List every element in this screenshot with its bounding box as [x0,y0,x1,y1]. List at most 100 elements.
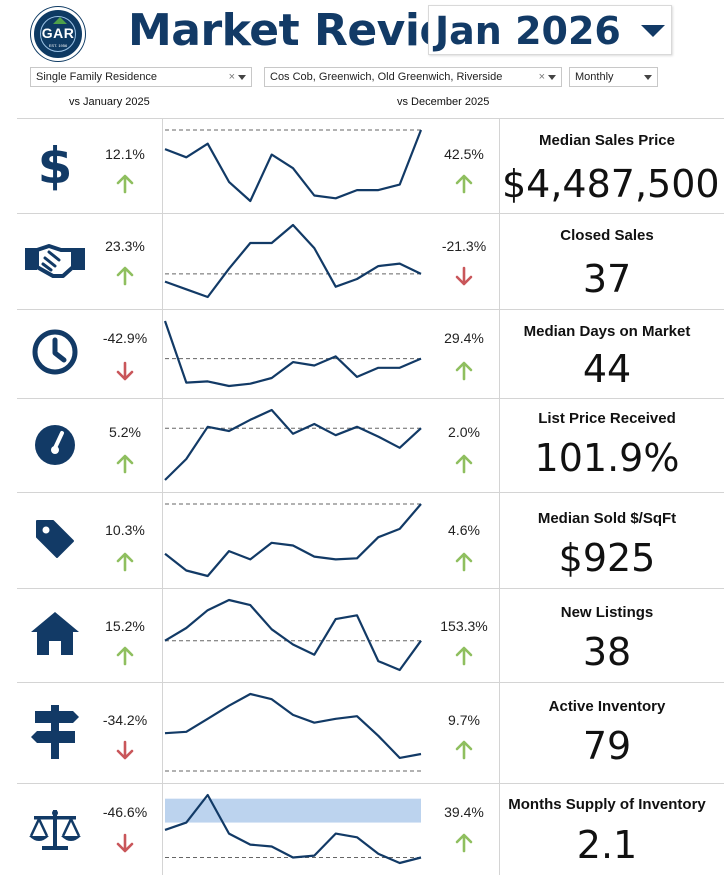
chevron-down-icon[interactable] [548,75,556,80]
mom-arrow-icon [433,174,495,199]
chevron-down-icon[interactable] [641,25,665,37]
metric-value: 79 [582,724,632,768]
metric-row: 5.2% 2.0% List Price Received 101.9% [0,398,724,492]
yoy-arrow-icon [94,174,156,199]
divider [17,309,724,310]
yoy-arrow-icon [94,361,156,386]
mom-change: 2.0% [448,424,480,440]
metric-value: 2.1 [576,823,638,867]
trend-line [164,692,422,760]
trend-sparkline [164,408,422,481]
divider [17,118,724,119]
metric-label: Closed Sales [560,227,654,244]
house-icon [20,598,90,668]
frequency-filter[interactable]: Monthly [569,67,658,87]
chevron-down-icon[interactable] [644,75,652,80]
trend-sparkline [164,692,422,772]
metric-label: Months Supply of Inventory [508,796,706,813]
divider [17,682,724,683]
clear-icon[interactable]: × [228,71,235,83]
month-comparison-label: vs December 2025 [397,96,490,108]
yoy-arrow-icon [94,552,156,577]
trend-line [164,503,422,578]
year-comparison-label: vs January 2025 [69,96,150,108]
trend-line [164,793,422,865]
trend-sparkline [164,129,423,203]
mom-arrow-icon [433,646,495,671]
metric-label: Active Inventory [548,698,666,715]
trend-sparkline [164,503,422,578]
divider [17,783,724,784]
divider [17,213,724,214]
yoy-change: 10.3% [105,522,145,538]
svg-text:$: $ [38,138,73,192]
metric-label: Median Sales Price [539,132,675,149]
yoy-change: 5.2% [109,424,141,440]
metric-value: 38 [582,630,632,674]
metric-row: 15.2% 153.3% New Listings 38 [0,588,724,682]
metric-row: -42.9% 29.4% Median Days on Market 44 [0,309,724,398]
property-type-filter[interactable]: Single Family Residence × [30,67,252,87]
area-value: Cos Cob, Greenwich, Old Greenwich, River… [270,71,503,83]
yoy-change: -34.2% [102,712,148,728]
period-value: Jan 2026 [435,9,621,53]
mom-arrow-icon [433,454,495,479]
mom-change: 153.3% [440,618,488,634]
highlight-band [165,798,421,823]
metric-value: 44 [582,347,632,391]
period-select[interactable]: Jan 2026 [428,5,672,55]
trend-line [163,320,422,388]
clear-icon[interactable]: × [538,71,545,83]
trend-line [164,223,422,299]
yoy-arrow-icon [94,646,156,671]
logo-text: GAR [41,25,75,41]
clock-icon [20,317,90,387]
metric-value: 101.9% [534,436,680,480]
metric-label: New Listings [560,604,654,621]
gar-logo: GAR EST. 1956 [31,7,85,61]
metric-value: $4,487,500 [502,162,720,206]
mom-change: 4.6% [448,522,480,538]
scales-icon [20,795,90,865]
yoy-change: 12.1% [105,146,145,162]
tag-icon [20,504,90,574]
logo-ring [40,16,76,52]
trend-sparkline [164,223,422,299]
divider [17,492,724,493]
metric-label: Median Days on Market [523,323,691,340]
yoy-arrow-icon [94,266,156,291]
divider [162,118,163,875]
metric-value: 37 [582,257,632,301]
divider [17,588,724,589]
mom-change: -21.3% [441,238,487,254]
metric-row: 10.3% 4.6% Median Sold $/SqFt $925 [0,492,724,588]
trend-sparkline [163,320,422,388]
mom-change: 42.5% [444,146,484,162]
frequency-value: Monthly [575,71,614,83]
gauge-icon [20,410,90,480]
property-type-value: Single Family Residence [36,71,158,83]
chevron-down-icon[interactable] [238,75,246,80]
yoy-arrow-icon [94,740,156,765]
mom-arrow-icon [433,740,495,765]
trend-sparkline [164,793,422,865]
signpost-icon [20,696,90,766]
trend-line [164,408,422,481]
metric-row: $ 12.1% 42.5% Median Sales Price $4,487,… [0,118,724,213]
trend-sparkline [164,598,422,672]
divider [17,398,724,399]
metric-row: -46.6% 39.4% Months Supply of Inventory … [0,783,724,875]
logo-roof-icon [53,17,67,24]
mom-arrow-icon [433,266,495,291]
divider [499,118,500,875]
mom-arrow-icon [433,833,495,858]
metric-row: -34.2% 9.7% Active Inventory 79 [0,682,724,783]
mom-arrow-icon [433,552,495,577]
mom-arrow-icon [433,361,495,386]
yoy-change: -42.9% [102,330,148,346]
mom-change: 9.7% [448,712,480,728]
area-filter[interactable]: Cos Cob, Greenwich, Old Greenwich, River… [264,67,562,87]
mom-change: 29.4% [444,330,484,346]
trend-line [164,129,423,203]
trend-line [164,598,422,672]
